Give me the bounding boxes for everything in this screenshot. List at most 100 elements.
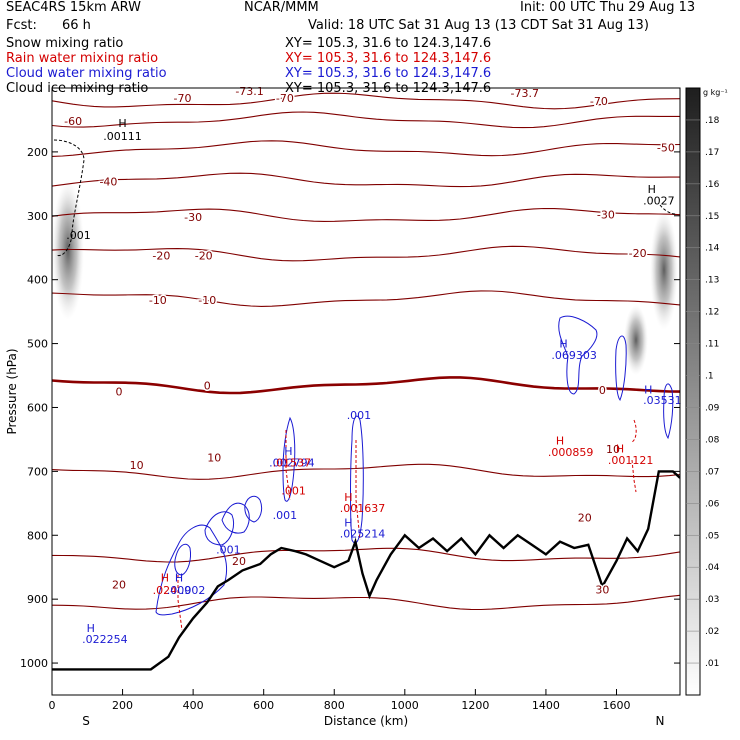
terrain-line [52,470,680,671]
cloud-water-contour [282,416,296,502]
isotherm-label: 20 [232,555,246,568]
colorbar-tick-label: .09 [705,403,720,413]
colorbar-tick-label: .17 [705,148,719,158]
colorbar-tick-label: .07 [705,467,719,477]
x-tick-label: 800 [324,699,345,712]
isotherm-label: -10 [149,294,167,307]
maximum-marker: H [644,384,652,397]
y-tick-label: 1000 [20,657,48,670]
model-name: SEAC4RS 15km ARW [6,0,142,15]
colorbar-ramp [685,87,701,696]
maximum-value: .001 [216,543,241,556]
maximum-marker: H [161,571,169,584]
cloud-water-contour [350,415,364,544]
isotherm-0 [52,376,680,395]
isotherm-label: 10 [606,443,620,456]
isotherm--10 [52,290,680,307]
colorbar-tick-label: .14 [705,244,720,254]
maximum-value: .000859 [548,446,594,459]
isotherm-10 [52,463,680,480]
hydrometeor-contours [53,139,677,631]
maximum-value: .002794 [269,456,315,469]
y-tick-label: 800 [27,529,48,542]
colorbar-tick-label: .11 [705,340,719,350]
isotherm--60 [52,111,680,129]
maximum-marker: H [556,435,564,448]
init-time: Init: 00 UTC Thu 29 Aug 13 [520,0,696,15]
temperature-contours [52,92,680,611]
rain-water-contour [285,430,291,501]
isotherm-label: -73.1 [235,85,263,98]
maximum-value: .001121 [608,454,654,467]
x-tick-label: 400 [183,699,204,712]
maximum-value: .00111 [103,130,142,143]
isotherm-label: 30 [595,584,609,597]
maximum-marker: H [118,117,126,130]
maximum-value: .001 [273,509,298,522]
rain-water-contour [177,575,183,631]
colorbar-tick-label: .13 [705,276,719,286]
x-tick-label: 0 [49,699,56,712]
y-tick-label: 300 [27,210,48,223]
y-tick-label: 600 [27,401,48,414]
x-tick-label: 200 [112,699,133,712]
maximum-value: .025214 [340,527,386,540]
isotherm-label: 10 [130,459,144,472]
ice-shading [52,180,678,375]
cloud-water-contour [615,335,627,401]
x-tick-label: 1200 [461,699,489,712]
x-tick-label: 1600 [602,699,630,712]
terrain [52,470,680,671]
field-cloudwater-xy: XY= 105.3, 31.6 to 124.3,147.6 [285,66,492,81]
maximum-value: .001637 [340,502,386,515]
organization: NCAR/MMM [244,0,319,15]
cloud-water-contour [155,524,228,616]
isotherm-label: -50 [657,141,675,154]
field-rain-xy: XY= 105.3, 31.6 to 124.3,147.6 [285,51,492,66]
cloud-water-contour [663,383,674,440]
valid-time: Valid: 18 UTC Sat 31 Aug 13 (13 CDT Sat … [308,18,649,33]
x-tick-label: 1000 [391,699,419,712]
maximum-value: .009 [167,584,192,597]
colorbar-tick-label: .16 [705,180,720,190]
ice-plume-right-lower [624,305,648,375]
maximum-value: .069303 [551,349,597,362]
isotherm-label: 10 [207,451,221,464]
y-tick-label: 400 [27,274,48,287]
maximum-value: .01537 [273,456,312,469]
colorbar-tick-label: .12 [705,308,719,318]
forecast-hour: 66 h [62,18,91,33]
cloud-ice-contour [659,204,677,215]
isotherm--30 [52,207,680,222]
isotherm-label: -73.7 [511,87,539,100]
isotherm--20 [52,245,680,262]
field-cloudwater-name: Cloud water mixing ratio [6,66,167,81]
maximum-marker: H [616,442,624,455]
cloud-water-contour [558,315,598,395]
y-tick-label: 700 [27,465,48,478]
y-tick-label: 200 [27,146,48,159]
maximum-marker: H [344,491,352,504]
isotherm-label: -20 [152,249,170,262]
isotherm-label: 20 [578,511,592,524]
isotherm-label: 20 [112,578,126,591]
y-tick-label: 900 [27,593,48,606]
maximum-value: .001 [347,409,372,422]
isotherm-label: -70 [590,95,608,108]
colorbar-tick-label: .01 [705,659,719,669]
isotherm-label: 0 [116,386,123,399]
south-label: S [82,714,90,728]
field-snow-xy: XY= 105.3, 31.6 to 124.3,147.6 [285,36,492,51]
maximum-value: .002 [181,584,206,597]
maximum-marker: H [284,445,292,458]
isotherm-label: -30 [184,211,202,224]
plot-frame [51,87,681,696]
isotherm-label: -70 [174,92,192,105]
maximum-marker: H [175,571,183,584]
isotherm-label: -40 [99,175,117,188]
colorbar-tick-label: .05 [705,531,719,541]
x-tick-label: 1400 [532,699,560,712]
maximum-value: .024 [153,584,178,597]
maximum-value: .022254 [82,633,128,646]
maximum-value: .001 [66,229,91,242]
